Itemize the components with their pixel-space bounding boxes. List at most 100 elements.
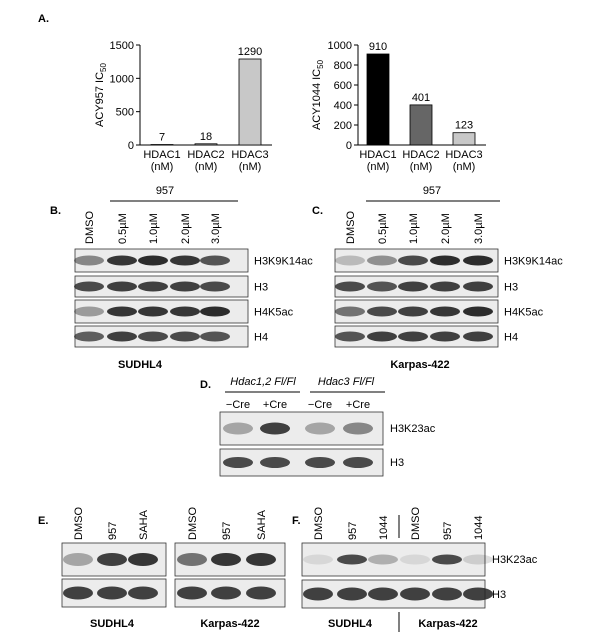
cell-line-label: Karpas-422: [418, 618, 477, 630]
lane-label: −Cre: [308, 399, 332, 411]
x-tick-label-line: HDAC2: [187, 149, 224, 161]
blot-band: [400, 554, 430, 565]
y-tick-label: 800: [334, 60, 352, 72]
blot-band: [246, 586, 276, 600]
lane-label: SAHA: [256, 509, 268, 540]
x-tick-label-line: (nM): [367, 161, 390, 173]
lane-label: 957: [107, 522, 119, 540]
blot-band: [138, 306, 168, 317]
row-label: H3K9K14ac: [504, 256, 563, 268]
blot-band: [367, 255, 397, 266]
y-tick-label: 1500: [110, 40, 134, 52]
x-tick-label-line: HDAC3: [231, 149, 268, 161]
lane-label: 0.5µM: [377, 213, 389, 244]
blot-band: [200, 331, 230, 342]
cell-line-label: SUDHL4: [118, 359, 163, 371]
blot-band: [97, 586, 127, 600]
panel-label: E.: [38, 515, 48, 527]
y-axis-label: ACY1044 IC50: [311, 59, 325, 130]
blot-band: [432, 587, 462, 601]
data-label: 7: [159, 132, 165, 144]
blot-band: [63, 586, 93, 600]
data-label: 18: [200, 131, 212, 143]
blot-band: [260, 457, 290, 468]
row-label: H4: [254, 332, 268, 344]
blot-band: [177, 586, 207, 600]
x-tick-label: HDAC2 (nM): [402, 149, 439, 173]
blot-band: [74, 281, 104, 292]
y-tick-label: 200: [334, 120, 352, 132]
cell-line-label: Karpas-422: [200, 618, 259, 630]
x-tick-label-line: (nM): [239, 161, 262, 173]
data-label: 1290: [238, 46, 262, 58]
row-label: H3K23ac: [390, 423, 436, 435]
blot-band: [138, 281, 168, 292]
blot-band: [170, 255, 200, 266]
lane-label: +Cre: [263, 399, 287, 411]
blot-band: [337, 587, 367, 601]
blot-band: [398, 306, 428, 317]
lane-label: 1044: [378, 516, 390, 540]
blot-band: [223, 457, 253, 468]
blot-band: [303, 554, 333, 565]
blot-band: [305, 422, 335, 435]
panel-label: A.: [38, 13, 49, 25]
blot-band: [107, 331, 137, 342]
lane-label: 0.5µM: [117, 213, 129, 244]
data-label: 401: [412, 92, 430, 104]
bar: [409, 104, 433, 146]
blot-band: [335, 306, 365, 317]
x-tick-label: HDAC3 (nM): [445, 149, 482, 173]
treatment-label: 957: [423, 185, 441, 197]
lane-label: DMSO: [187, 507, 199, 540]
blot-band: [128, 586, 158, 600]
blot-band: [367, 281, 397, 292]
y-axis-label-subscript: 50: [99, 62, 108, 71]
row-label: H3: [504, 282, 518, 294]
bar: [150, 144, 174, 146]
x-tick-label: HDAC1 (nM): [143, 149, 180, 173]
blot-band: [368, 587, 398, 601]
data-label: 123: [455, 120, 473, 132]
blot-band: [463, 281, 493, 292]
blot-band: [260, 422, 290, 435]
y-axis-label-subscript: 50: [316, 59, 325, 68]
lane-label: SAHA: [138, 509, 150, 540]
lane-label: 3.0µM: [210, 213, 222, 244]
lane-label: 2.0µM: [180, 213, 192, 244]
blot-band: [177, 553, 207, 566]
row-label: H4K5ac: [504, 307, 544, 319]
blot-band: [398, 255, 428, 266]
y-tick-label: 1000: [110, 73, 134, 85]
panel-label: F.: [292, 515, 301, 527]
blot-band: [430, 255, 460, 266]
y-tick-label: 500: [116, 107, 134, 119]
row-label: H4: [504, 332, 518, 344]
blot-band: [200, 255, 230, 266]
blot-band: [430, 281, 460, 292]
cell-line-label: SUDHL4: [90, 618, 135, 630]
lane-label: 1.0µM: [408, 213, 420, 244]
x-tick-label-line: HDAC1: [143, 149, 180, 161]
row-label: H3: [390, 457, 404, 469]
blot-band: [463, 554, 493, 565]
lane-label: DMSO: [84, 211, 96, 244]
blot-band: [343, 422, 373, 435]
blot-band: [367, 331, 397, 342]
lane-label: 3.0µM: [473, 213, 485, 244]
blot-band: [211, 553, 241, 566]
blot-band: [200, 281, 230, 292]
blot-band: [430, 331, 460, 342]
bar: [194, 143, 218, 146]
x-tick-label: HDAC1 (nM): [359, 149, 396, 173]
blot-band: [400, 587, 430, 601]
row-label: H3: [254, 282, 268, 294]
blot-band: [107, 281, 137, 292]
row-label: H4K5ac: [254, 307, 294, 319]
panel-label: B.: [50, 205, 61, 217]
lane-label: +Cre: [346, 399, 370, 411]
blot-band: [335, 281, 365, 292]
row-label: H3K23ac: [492, 554, 538, 566]
x-tick-label-line: (nM): [410, 161, 433, 173]
